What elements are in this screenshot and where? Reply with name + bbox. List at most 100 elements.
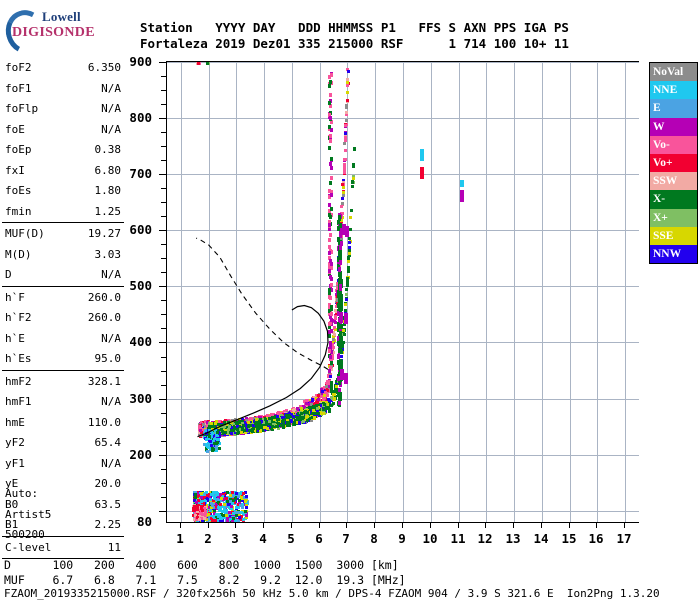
echo-point-cusp	[330, 262, 333, 266]
echo-point-extraordinary	[301, 414, 304, 417]
echo-point-extraordinary	[264, 426, 267, 429]
param-row: fxI 6.80	[2, 161, 124, 182]
echo-point-cusp	[339, 233, 342, 238]
echo-point-ordinary	[346, 81, 349, 84]
echo-point-extraordinary	[210, 422, 213, 425]
echo-point-isolated	[420, 149, 424, 161]
echo-point-ordinary	[332, 331, 335, 334]
echo-point-cusp	[338, 306, 341, 311]
param-row: yF2 65.4	[2, 433, 124, 454]
echo-point-extraordinary	[239, 425, 242, 428]
echo-point-cusp	[330, 350, 333, 354]
ionogram-parameter-table: foF2 6.350 foF1 N/A foFlp N/A foE N/A foEp 0.…	[2, 57, 124, 559]
echo-point-ordinary	[336, 282, 339, 285]
echo-point-extraordinary	[302, 416, 305, 419]
echo-point-cusp	[340, 324, 343, 329]
echo-point-ordinary	[335, 305, 338, 308]
file-info-line: FZAOM_2019335215000.RSF / 320fx256h 50 k…	[4, 587, 660, 600]
legend-item-noval[interactable]: NoVal	[650, 63, 697, 82]
echo-point-cusp	[339, 365, 342, 370]
echo-point-cusp	[337, 341, 340, 346]
echo-point-extraordinary	[295, 421, 298, 424]
legend-item-vo-[interactable]: Vo-	[650, 135, 697, 154]
legend-item-x-[interactable]: X+	[650, 208, 697, 227]
echo-point-cusp	[328, 113, 331, 117]
echo-point-extraordinary	[350, 209, 353, 212]
echo-point-ordinary	[345, 113, 348, 116]
legend-item-vo-[interactable]: Vo+	[650, 153, 697, 173]
echo-point-extraordinary	[279, 417, 282, 420]
echo-point-ordinary	[259, 416, 262, 419]
x-axis-label: 6	[315, 531, 323, 546]
echo-point-cusp	[339, 223, 342, 228]
echo-point-ordinary	[245, 419, 248, 422]
echo-point-cusp	[329, 104, 332, 108]
echo-point-cusp	[328, 251, 331, 255]
echo-point-extraordinary	[299, 416, 302, 419]
param-row: foEp 0.38	[2, 140, 124, 161]
legend-item-nne[interactable]: NNE	[650, 81, 697, 100]
direction-legend[interactable]: NoVal NNE E W Vo- Vo+ SSW X- X+ SSE NNW	[649, 62, 698, 265]
echo-point-ordinary	[303, 400, 306, 403]
param-key: yF2	[5, 436, 25, 449]
echo-point-ordinary	[238, 418, 241, 421]
echo-point-extraordinary	[328, 399, 331, 402]
param-key: yF1	[5, 456, 25, 470]
legend-item-nnw[interactable]: NNW	[650, 244, 697, 264]
echo-point-es	[209, 491, 212, 494]
param-divider	[2, 369, 124, 371]
echo-point-ordinary	[346, 84, 349, 87]
header-line-values: Fortaleza 2019 Dez01 335 215000 RSF 1 71…	[140, 36, 569, 51]
echo-point-ordinary	[310, 419, 313, 422]
muf-value-row: MUF 6.7 6.8 7.1 7.5 8.2 9.2 12.0 19.3 [M…	[4, 572, 406, 587]
echo-point-isolated	[420, 167, 424, 179]
legend-item-sse[interactable]: SSE	[650, 226, 697, 245]
legend-item-e[interactable]: E	[650, 99, 697, 118]
x-axis-label: 3	[231, 531, 239, 546]
param-value: N/A	[101, 122, 121, 136]
echo-point-extraordinary	[349, 228, 352, 231]
echo-point-extraordinary	[277, 422, 280, 425]
echo-point-ordinary	[347, 70, 350, 73]
echo-point-cusp	[328, 209, 331, 213]
grid-line-vertical	[514, 62, 515, 522]
legend-item-x-[interactable]: X-	[650, 190, 697, 209]
echo-point-cusp	[339, 273, 342, 278]
echo-point-extraordinary	[342, 329, 345, 332]
echo-point-cusp	[338, 396, 341, 401]
param-row: foF2 6.350	[2, 58, 124, 79]
legend-item-ssw[interactable]: SSW	[650, 172, 697, 191]
echo-point-ordinary	[282, 413, 285, 416]
echo-point-ordinary	[344, 124, 347, 127]
echo-point-extraordinary	[282, 426, 285, 429]
ionogram-plot-area[interactable]	[166, 62, 639, 523]
echo-point-cusp	[330, 277, 333, 281]
echo-point-extraordinary	[335, 391, 338, 394]
echo-point-ordinary	[314, 402, 317, 405]
auto-label: Auto:	[5, 487, 39, 500]
echo-point-extraordinary	[277, 427, 280, 430]
echo-point-cusp	[330, 190, 333, 194]
param-row: hmF2 328.1	[2, 372, 124, 393]
grid-line-horizontal	[167, 455, 639, 456]
echo-point-es	[245, 497, 248, 500]
param-key: foFlp	[5, 102, 39, 115]
echo-point-cusp	[330, 389, 333, 393]
y-axis-tick-minor	[161, 441, 166, 442]
echo-point-ordinary	[245, 417, 248, 420]
echo-point-ordinary	[333, 326, 336, 329]
echo-point-extraordinary	[343, 323, 346, 326]
param-value: 63.5	[94, 497, 122, 511]
echo-point-cusp	[329, 116, 332, 120]
echo-point-extraordinary	[325, 401, 328, 404]
legend-item-w[interactable]: W	[650, 117, 697, 136]
echo-point-extraordinary	[236, 423, 239, 426]
grid-line-vertical	[264, 62, 265, 522]
echo-point-extraordinary	[241, 422, 244, 425]
echo-point-extraordinary	[288, 424, 291, 427]
echo-point-ordinary	[276, 412, 279, 415]
echo-point-es	[221, 505, 224, 508]
echo-point-extraordinary	[341, 344, 344, 347]
echo-point-cusp	[330, 361, 333, 365]
echo-point-extraordinary	[328, 410, 331, 413]
